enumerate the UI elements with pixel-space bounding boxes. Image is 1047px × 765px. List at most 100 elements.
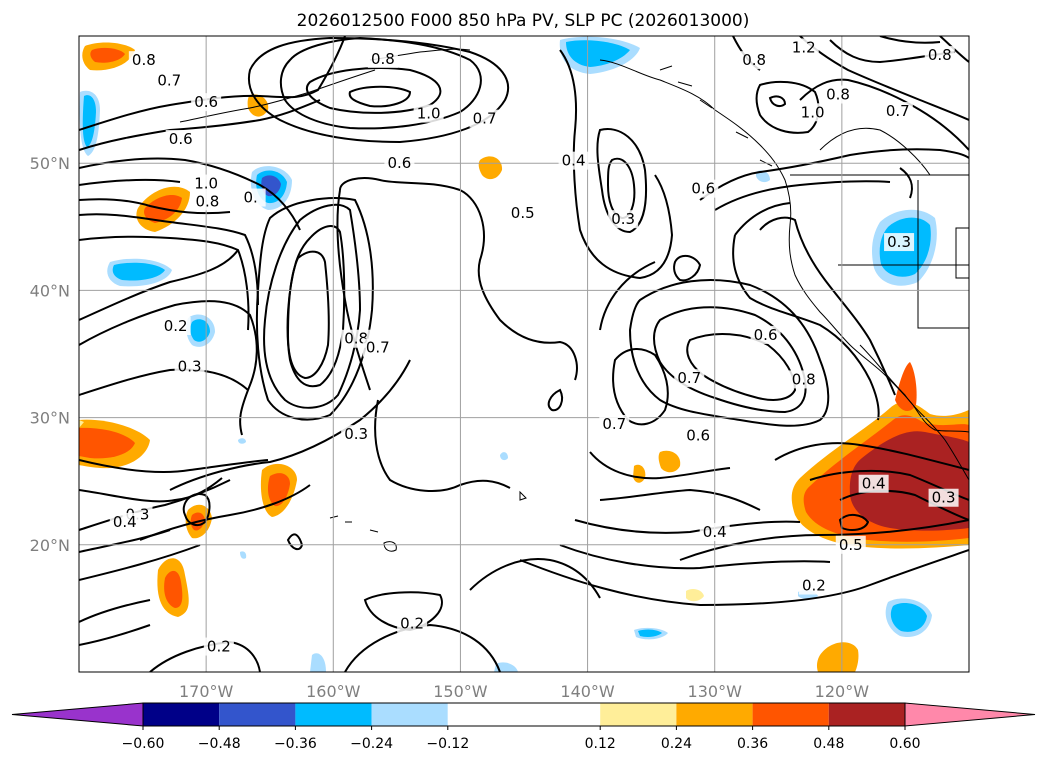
colorbar-tick-label: 0.36 (737, 736, 768, 752)
chart-title: 2026012500 F000 850 hPa PV, SLP PC (2026… (297, 11, 750, 31)
colorbar-tick-label: 0.12 (585, 736, 616, 752)
contour-label-bg (191, 93, 222, 112)
colorbar-tick-label: −0.24 (350, 736, 393, 752)
colorbar: −0.60 −0.48 −0.36 −0.24 −0.12 0.12 0.24 0.36 0.4… (11, 702, 1036, 752)
contour-label-bg (835, 535, 866, 554)
contour-label-bg (341, 425, 372, 444)
colorbar-tick-label: 0.24 (661, 736, 692, 752)
colorbar-swatch (143, 703, 220, 726)
contour-label: 0.8 (344, 330, 368, 348)
colorbar-swatch (447, 703, 601, 726)
contour-label: 0.8 (132, 51, 156, 69)
x-tick-label: 140°W (560, 682, 615, 701)
contour-label: 0.3 (611, 210, 635, 228)
contour-label: 0.8 (792, 370, 816, 388)
map-frame (78, 35, 970, 673)
contour-label-bg (788, 38, 819, 57)
contour-label: 1.2 (792, 38, 816, 56)
contour-label: 0.8 (826, 86, 850, 104)
contour-label-bg (191, 174, 222, 193)
contour-label-bg (109, 512, 140, 531)
contour-label: 0.4 (562, 152, 586, 170)
contour-label-bg (683, 426, 714, 445)
contour-label-bg (924, 46, 955, 65)
colorbar-swatch (600, 703, 677, 726)
contour-label-bg (788, 370, 819, 389)
colorbar-extend-low (11, 702, 144, 727)
contour-label: 0.6 (387, 154, 411, 172)
contour-label: 0.7 (602, 415, 626, 433)
contour-label-bg (160, 317, 191, 336)
colorbar-swatch (371, 703, 448, 726)
y-tick-label: 20°N (30, 536, 70, 555)
contour-label: 0.3 (344, 425, 368, 443)
y-tick-label: 40°N (30, 281, 70, 300)
y-tick-label: 50°N (30, 154, 70, 173)
contour-label: 0.3 (887, 233, 911, 251)
contour-label: 0.5 (511, 204, 535, 222)
positive-anomaly-west (79, 42, 859, 672)
x-tick-label: 120°W (815, 682, 870, 701)
x-tick-label: 130°W (688, 682, 743, 701)
contour-label-bg (507, 203, 538, 222)
contour-label: 0.7 (366, 339, 390, 357)
contour-label: 0.2 (802, 577, 826, 595)
colorbar-swatch (295, 703, 372, 726)
contour-label-bg (608, 210, 639, 229)
colorbar-tick-label: −0.12 (426, 736, 469, 752)
contour-label-bg (128, 51, 159, 70)
y-tick-label: 30°N (30, 409, 70, 428)
contour-label-bg (928, 488, 959, 507)
contour-label-bg (558, 151, 589, 170)
contour-label-bg (413, 104, 444, 123)
contour-labels: 0.80.70.60.61.00.80.0.20.30.80.70.30.30.… (109, 38, 959, 656)
contour-label-bg (469, 109, 500, 128)
contour-label-bg (797, 103, 828, 122)
contour-label: 0.7 (886, 102, 910, 120)
contour-label: 0.8 (195, 192, 219, 210)
contour-label-bg (362, 338, 393, 357)
contour-label-bg (739, 51, 770, 70)
colorbar-tick-label: −0.60 (122, 736, 165, 752)
contour-label: 0.3 (932, 489, 956, 507)
map-area: 0.80.70.60.61.00.80.0.20.30.80.70.30.30.… (79, 36, 969, 672)
contour-label: 0.8 (928, 46, 952, 64)
contour-label-bg (882, 102, 913, 121)
contour-label-bg (397, 614, 428, 633)
contour-label-bg (750, 325, 781, 344)
contour-label: 0.6 (194, 93, 218, 111)
contour-label: 0.4 (113, 513, 137, 531)
map-background (79, 36, 969, 672)
contour-label: 0.7 (473, 110, 497, 128)
contour-label: 0.7 (677, 369, 701, 387)
contour-label: 0.7 (157, 72, 181, 90)
contour-label: 0. (243, 189, 257, 207)
contour-label-bg (367, 49, 398, 68)
contour-label-bg (599, 414, 630, 433)
x-tick-label: 170°W (179, 682, 234, 701)
coastlines (179, 48, 969, 552)
contour-label-bg (674, 369, 705, 388)
contour-label-bg (798, 576, 829, 595)
contour-label-bg (688, 179, 719, 198)
contour-label: 0.8 (371, 50, 395, 68)
colorbar-swatch (676, 703, 753, 726)
contour-label: 1.0 (194, 175, 218, 193)
x-axis-ticks: 170°W 160°W 150°W 140°W 130°W 120°W (179, 682, 869, 701)
contour-label-bg (884, 233, 915, 252)
contour-label-bg (174, 357, 205, 376)
contour-label-bg (235, 188, 266, 207)
contour-label: 0.2 (207, 638, 231, 656)
colorbar-swatch (752, 703, 829, 726)
x-tick-label: 160°W (306, 682, 361, 701)
colorbar-tick-label: −0.36 (274, 736, 317, 752)
contour-label: 0.6 (169, 130, 193, 148)
colorbar-tick-label: −0.48 (198, 736, 241, 752)
contour-label-bg (858, 474, 889, 493)
colorbar-outline (142, 702, 906, 727)
contour-label: 0.3 (178, 358, 202, 376)
contour-label: 0.6 (691, 180, 715, 198)
contour-label: 1.0 (801, 103, 825, 121)
contour-label-bg (384, 154, 415, 173)
